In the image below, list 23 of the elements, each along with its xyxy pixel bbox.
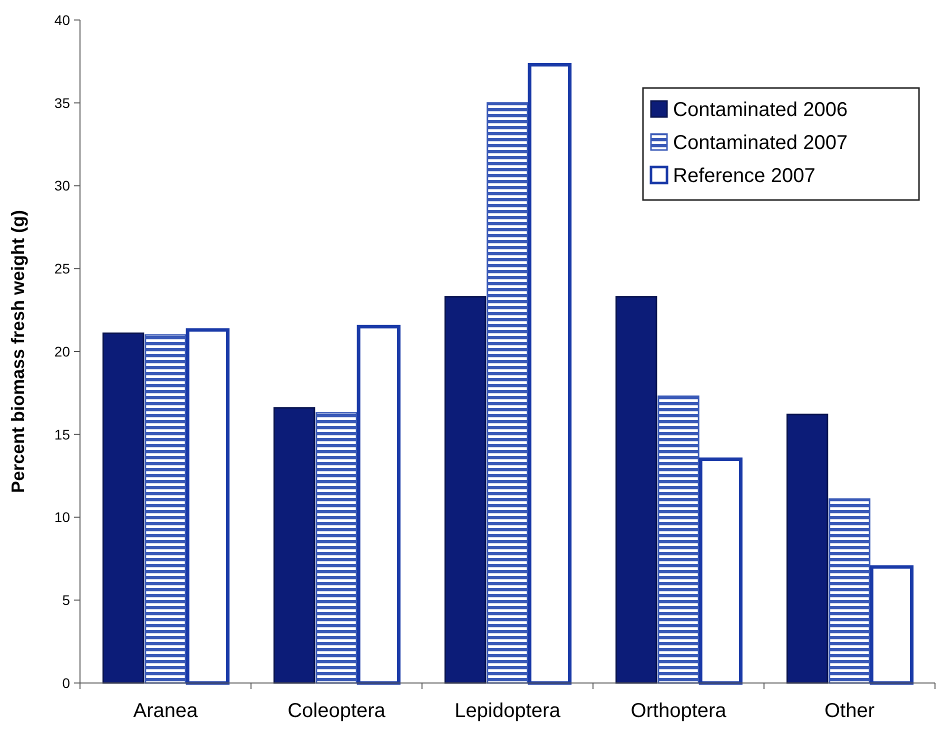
x-tick-label: Aranea <box>133 700 199 722</box>
legend-label: Contaminated 2007 <box>673 132 848 154</box>
x-tick-label: Orthoptera <box>630 700 728 722</box>
bar <box>102 332 144 684</box>
bar <box>444 296 486 684</box>
legend-label: Reference 2007 <box>673 165 816 187</box>
legend-label: Contaminated 2006 <box>673 99 848 121</box>
y-tick-label: 40 <box>54 12 70 28</box>
y-tick-label: 0 <box>62 674 70 691</box>
bar <box>615 296 658 684</box>
x-tick-label: Other <box>824 700 875 722</box>
x-tick-label: Lepidoptera <box>454 700 562 722</box>
bar <box>273 407 316 684</box>
y-tick-label: 15 <box>54 426 70 442</box>
y-tick-label: 10 <box>54 509 70 526</box>
y-tick-label: 5 <box>62 592 70 608</box>
x-tick-label: Coleoptera <box>288 700 386 722</box>
y-axis-title: Percent biomass fresh weight (g) <box>8 210 28 494</box>
y-tick-label: 35 <box>54 94 70 111</box>
bar <box>786 414 828 684</box>
y-tick-label: 25 <box>54 260 70 277</box>
y-tick-label: 20 <box>54 343 70 360</box>
y-tick-label: 30 <box>54 178 70 194</box>
